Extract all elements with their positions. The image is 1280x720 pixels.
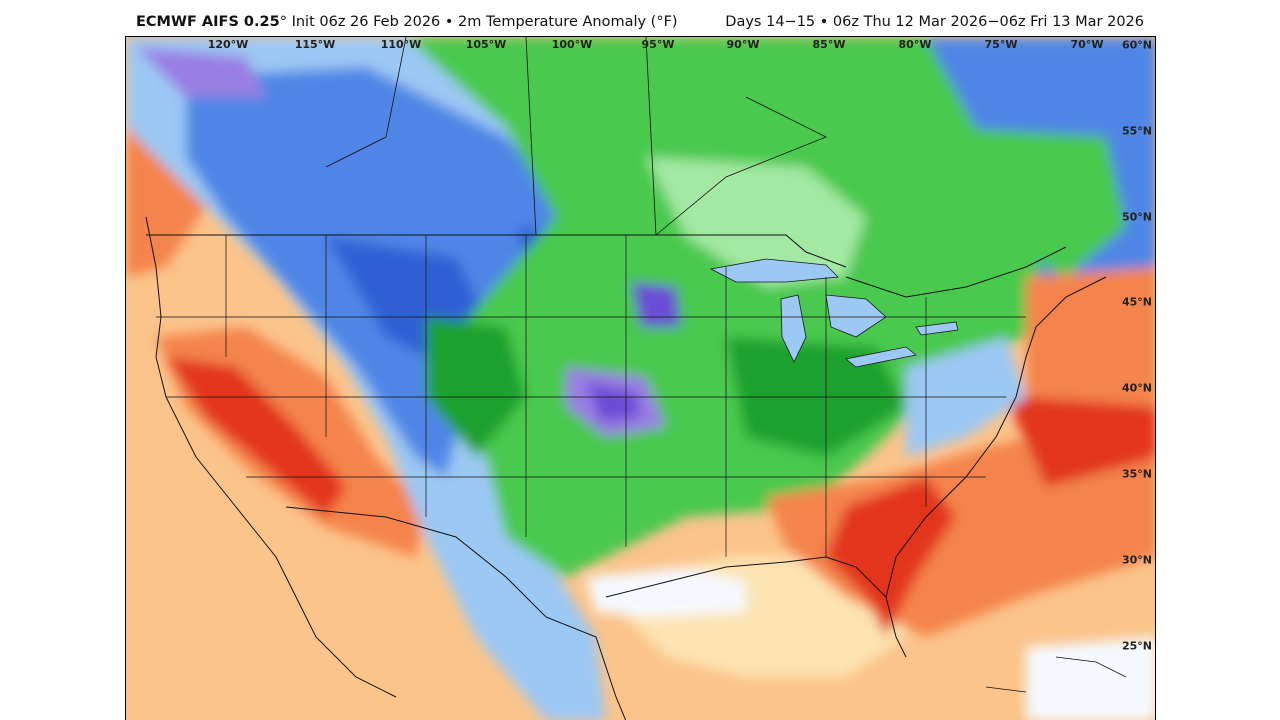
northwest-very-cold-region [136, 47, 266, 97]
mexico-border [285, 506, 627, 720]
lon-label-95w: 95°W [641, 38, 675, 51]
iowa-extreme-cold-region [631, 282, 681, 327]
lat-label-40n: 40°N [1121, 381, 1152, 395]
lon-label-80w: 80°W [898, 38, 932, 51]
colorado-dark-green-region [426, 317, 526, 457]
lake-huron [825, 294, 887, 338]
caribbean-islands [985, 656, 1127, 693]
valid-time: Days 14−15 • 06z Thu 12 Mar 2026−06z Fri… [725, 14, 1144, 30]
east-coastline [885, 276, 1107, 598]
state-lines-vertical [225, 235, 927, 557]
lat-label-45n: 45°N [1121, 295, 1152, 309]
eastern-border [845, 246, 1067, 298]
gulf-near-normal-region [586, 567, 746, 617]
lat-label-55n: 55°N [1121, 124, 1152, 138]
southeast-very-warm-region [826, 477, 956, 637]
plains-extreme-cold-region [586, 382, 641, 422]
lon-label-70w: 70°W [1070, 38, 1104, 51]
great-lakes [709, 258, 959, 368]
init-text: Init 06z 26 Feb 2026 • 2m Temperature An… [286, 14, 678, 30]
lake-michigan [780, 294, 807, 363]
lat-label-60n: 60°N [1121, 38, 1152, 52]
lon-label-90w: 90°W [726, 38, 760, 51]
degree-symbol: ° [279, 14, 287, 30]
lon-label-115w: 115°W [294, 38, 336, 51]
new-england-warm-region [1026, 267, 1155, 407]
ontario-light-green-region [646, 157, 866, 287]
lon-label-105w: 105°W [465, 38, 507, 51]
lat-label-30n: 30°N [1121, 553, 1152, 567]
lake-ontario [915, 321, 959, 336]
west-coastline [145, 216, 397, 698]
boundaries [145, 37, 1127, 720]
lon-label-110w: 110°W [380, 38, 422, 51]
anomaly-field [126, 37, 1155, 720]
state-lines-horizontal [156, 316, 1026, 478]
lon-label-85w: 85°W [812, 38, 846, 51]
lat-label-35n: 35°N [1121, 467, 1152, 481]
canada-us-border [146, 234, 847, 268]
lat-label-50n: 50°N [1121, 210, 1152, 224]
atlantic-very-warm-region [1006, 397, 1155, 487]
lon-label-100w: 100°W [551, 38, 593, 51]
lon-label-75w: 75°W [984, 38, 1018, 51]
lake-superior [709, 258, 839, 283]
quebec-green-region [936, 127, 1126, 277]
canadian-province-lines [325, 37, 827, 236]
map-title: ECMWF AIFS 0.25° Init 06z 26 Feb 2026 • … [136, 14, 678, 30]
atlantic-near-normal-region [1026, 637, 1155, 720]
temperature-anomaly-map: 120°W 115°W 110°W 105°W 100°W 95°W 90°W … [125, 36, 1156, 720]
lon-label-120w: 120°W [207, 38, 249, 51]
model-name: ECMWF AIFS 0.25 [136, 14, 280, 30]
lat-label-25n: 25°N [1121, 639, 1152, 653]
lake-erie [845, 346, 917, 368]
